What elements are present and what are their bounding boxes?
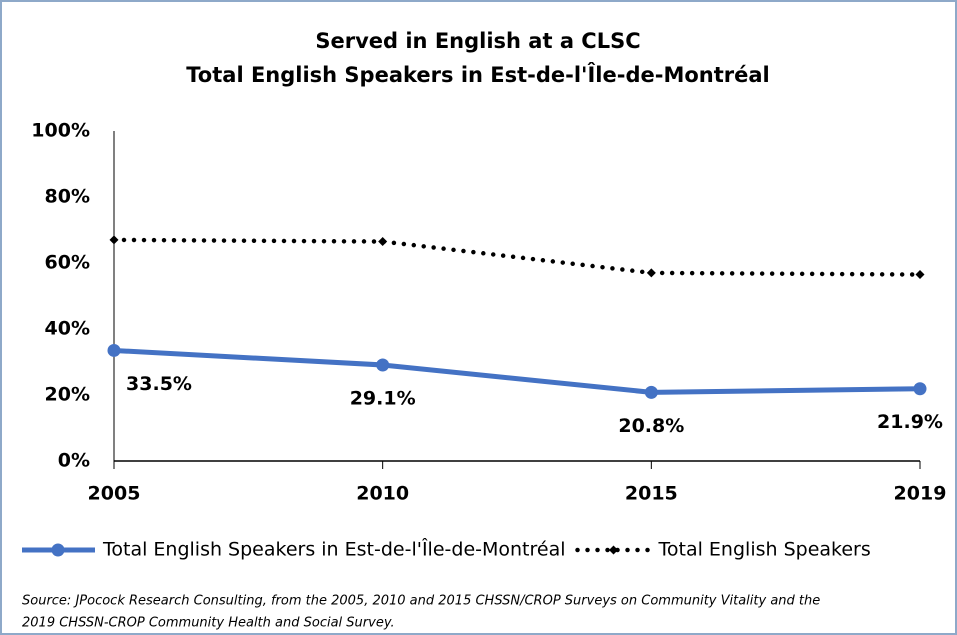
y-tick-label: 0% (58, 450, 90, 472)
x-tick-label: 2019 (894, 483, 947, 505)
y-tick-label: 20% (45, 384, 90, 406)
data-label: 20.8% (618, 415, 684, 437)
point (644, 385, 658, 399)
point (378, 237, 388, 247)
series-line (113, 347, 921, 395)
point (107, 343, 121, 357)
y-tick-label: 40% (45, 318, 90, 340)
data-label: 33.5% (126, 373, 192, 395)
y-tick-label: 80% (45, 186, 90, 208)
data-label: 21.9% (877, 411, 943, 433)
point (609, 545, 619, 555)
y-tick-label: 100% (31, 120, 90, 142)
y-tick-label: 60% (45, 252, 90, 274)
x-tick-label: 2010 (356, 483, 409, 505)
x-tick-label: 2005 (88, 483, 141, 505)
chart-subtitle: Total English Speakers in Est-de-l'Île-d… (186, 62, 769, 87)
source-note: 2019 CHSSN-CROP Community Health and Soc… (22, 616, 395, 631)
legend-label: Total English Speakers in Est-de-l'Île-d… (102, 538, 566, 561)
legend-label: Total English Speakers (658, 539, 871, 561)
point (913, 382, 927, 396)
point (376, 358, 390, 372)
source-note: Source: JPocock Research Consulting, fro… (22, 594, 820, 609)
point (646, 268, 656, 278)
x-tick-label: 2015 (625, 483, 678, 505)
point (51, 543, 65, 557)
chart-title: Served in English at a CLSC (315, 29, 640, 53)
data-label: 29.1% (350, 387, 416, 409)
point (109, 235, 119, 245)
point (915, 270, 925, 280)
